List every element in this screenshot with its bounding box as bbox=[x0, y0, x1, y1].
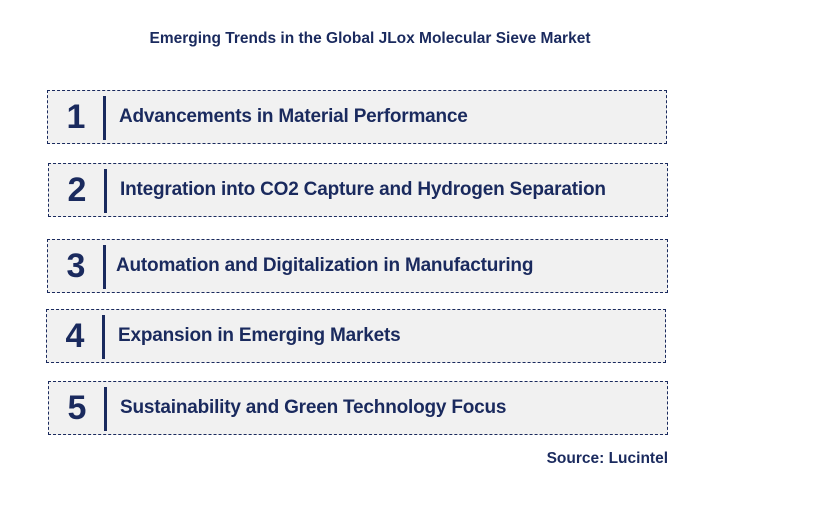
trend-divider bbox=[102, 315, 105, 359]
trend-divider bbox=[104, 387, 107, 431]
trend-number: 5 bbox=[67, 388, 87, 427]
trend-number: 1 bbox=[66, 97, 86, 136]
trend-number: 3 bbox=[66, 246, 86, 285]
trend-item-2: 2 Integration into CO2 Capture and Hydro… bbox=[48, 163, 668, 217]
diagram-title: Emerging Trends in the Global JLox Molec… bbox=[149, 30, 591, 47]
trend-item-5: 5 Sustainability and Green Technology Fo… bbox=[48, 381, 668, 435]
trend-label: Sustainability and Green Technology Focu… bbox=[120, 397, 507, 418]
trend-divider bbox=[104, 169, 107, 213]
trend-label: Automation and Digitalization in Manufac… bbox=[116, 255, 534, 276]
trend-item-3: 3 Automation and Digitalization in Manuf… bbox=[47, 239, 668, 293]
trend-item-1: 1 Advancements in Material Performance bbox=[47, 90, 667, 144]
source-note: Source: Lucintel bbox=[546, 450, 668, 467]
trend-divider bbox=[103, 96, 106, 140]
trend-number: 2 bbox=[67, 170, 87, 209]
trend-number: 4 bbox=[65, 316, 85, 355]
trend-divider bbox=[103, 245, 106, 289]
trend-label: Advancements in Material Performance bbox=[119, 106, 468, 127]
trend-label: Expansion in Emerging Markets bbox=[118, 325, 401, 346]
trend-item-4: 4 Expansion in Emerging Markets bbox=[46, 309, 666, 363]
trend-label: Integration into CO2 Capture and Hydroge… bbox=[120, 179, 606, 200]
